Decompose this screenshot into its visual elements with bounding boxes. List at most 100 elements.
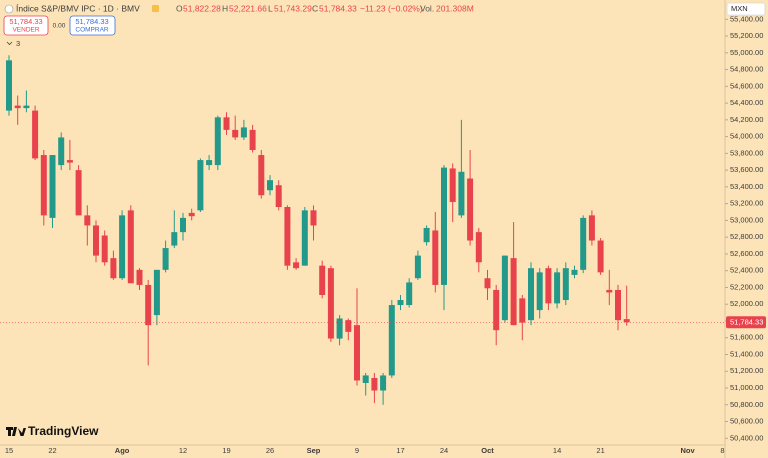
candle-body [336, 318, 343, 339]
y-tick-label: 55,200.00 [730, 31, 763, 40]
candle-body [32, 110, 39, 159]
y-tick-label: 54,800.00 [730, 65, 763, 74]
candle-body [214, 117, 221, 166]
volume-value: 201.308M [436, 3, 474, 13]
change-value: −11.23 (−0.02%) [360, 3, 423, 13]
collapse-icon[interactable] [6, 41, 13, 46]
candle-body [615, 289, 621, 321]
candle-body [49, 155, 56, 218]
candle-body [562, 268, 569, 301]
sell-button[interactable] [3, 15, 49, 36]
candle-body [449, 168, 456, 202]
candle-body [362, 375, 369, 383]
candle-body [397, 300, 404, 306]
y-tick-label: 53,200.00 [730, 199, 763, 208]
y-tick-label: 50,600.00 [730, 417, 763, 426]
y-tick-label: 52,800.00 [730, 232, 763, 241]
candle-body [519, 298, 526, 323]
candle-body [110, 258, 117, 279]
y-tick-label: 55,000.00 [730, 48, 763, 57]
candle-body [275, 185, 282, 207]
candle-body [93, 225, 99, 256]
candle-body [223, 117, 230, 130]
x-tick-label: 19 [222, 446, 230, 455]
candle-body [23, 105, 30, 109]
candle-body [484, 278, 491, 289]
currency-button[interactable] [726, 2, 766, 16]
sell-price: 51,784.33 [9, 17, 42, 26]
y-tick-label: 54,600.00 [730, 81, 763, 90]
open-label: O [176, 3, 183, 13]
low-value: 51,743.29 [274, 3, 312, 13]
y-tick-label: 50,400.00 [730, 433, 763, 442]
candle-body [345, 320, 352, 332]
x-tick-label: 21 [596, 446, 604, 455]
y-tick-label: 52,600.00 [730, 249, 763, 258]
candle-body [380, 375, 387, 391]
candle-body [284, 206, 291, 266]
y-tick-label: 52,200.00 [730, 282, 763, 291]
y-tick-label: 53,800.00 [730, 148, 763, 157]
candle-body [58, 137, 65, 166]
y-tick-label: 53,000.00 [730, 215, 763, 224]
y-tick-label: 51,600.00 [730, 333, 763, 342]
x-tick-label: 14 [553, 446, 561, 455]
y-tick-label: 51,200.00 [730, 366, 763, 375]
candle-body [75, 170, 82, 216]
y-tick-label: 54,200.00 [730, 115, 763, 124]
candle-body [40, 155, 47, 216]
open-value: 51,822.28 [183, 3, 221, 13]
candle-body [458, 171, 465, 216]
candle-body [554, 272, 561, 304]
last-price-tag [726, 316, 766, 329]
indicator-count[interactable]: 3 [16, 39, 20, 48]
candle-body [6, 60, 12, 111]
x-tick-label: 8 [720, 446, 724, 455]
candle-body [580, 217, 587, 270]
candle-body [510, 258, 517, 326]
buy-button[interactable] [69, 15, 116, 36]
candle-body [623, 319, 630, 323]
candle-body [136, 269, 143, 285]
symbol-icon [4, 4, 14, 14]
candle-body [528, 268, 534, 321]
candle-body [597, 240, 604, 273]
volume-label: Vol. [420, 3, 434, 13]
candle-body [232, 129, 239, 138]
candle-body [180, 217, 186, 233]
candle-body [127, 210, 134, 284]
x-tick-label: Nov [681, 446, 696, 455]
candle-body [606, 289, 613, 293]
y-tick-label: 51,400.00 [730, 349, 763, 358]
currency: MXN [731, 4, 748, 13]
candle-body [423, 227, 430, 243]
candle-body [162, 248, 169, 270]
low-label: L [268, 3, 273, 13]
logo-text: TradingView [28, 424, 99, 438]
candle-body [310, 210, 317, 226]
flag-icon[interactable] [152, 5, 159, 12]
candle-body [475, 232, 482, 263]
candle-body [501, 255, 508, 321]
x-tick-label: 24 [440, 446, 448, 455]
y-tick-label: 52,000.00 [730, 299, 763, 308]
close-value: 51,784.33 [319, 3, 357, 13]
candle-body [414, 255, 421, 279]
buy-label: COMPRAR [75, 27, 109, 34]
candle-body [319, 265, 326, 295]
y-tick-label: 55,400.00 [730, 14, 763, 23]
candle-body [301, 210, 308, 266]
candle-body [293, 262, 300, 269]
logo-icon [6, 427, 26, 436]
candle-body [197, 160, 204, 211]
buy-price: 51,784.33 [75, 17, 108, 26]
candle-body [101, 235, 108, 263]
candle-body [119, 215, 126, 279]
candle-body [206, 160, 213, 166]
x-tick-label: 9 [355, 446, 359, 455]
y-tick-label: 50,800.00 [730, 400, 763, 409]
candle-body [493, 289, 500, 331]
candle-body [432, 230, 439, 285]
candle-body [258, 155, 265, 196]
